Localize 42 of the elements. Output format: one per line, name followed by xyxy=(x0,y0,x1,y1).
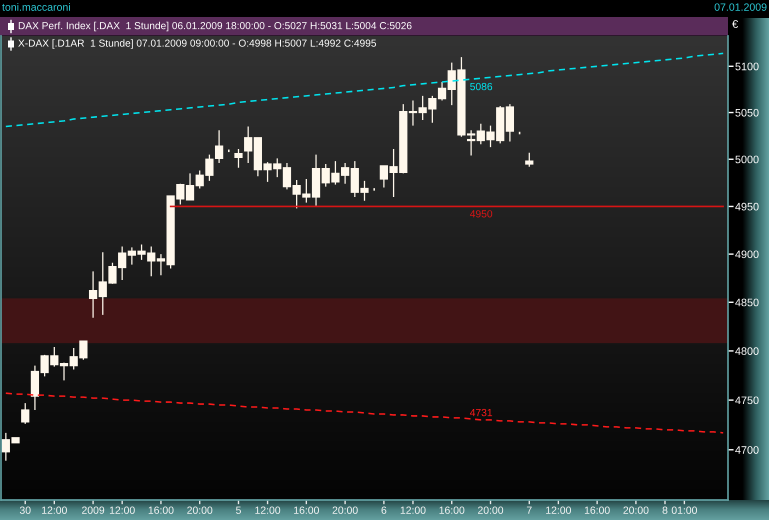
y-axis-title: € xyxy=(732,20,738,28)
x-tick-label: 20:00 xyxy=(478,506,504,514)
x-tick-label: 6 xyxy=(382,506,386,514)
x-tick-label: 16:00 xyxy=(584,506,610,514)
y-tick-label: 4900 xyxy=(735,250,759,258)
y-tick-label: 5000 xyxy=(735,156,759,164)
x-tick-label: 20:00 xyxy=(187,506,212,514)
x-tick-label: 20:00 xyxy=(623,506,649,514)
x-tick-label: 7 xyxy=(526,506,532,514)
line-series xyxy=(5,392,724,434)
x-tick-label: 01:00 xyxy=(672,506,698,514)
y-tick-label: 5100 xyxy=(735,62,759,70)
data-label: 4950 xyxy=(470,210,492,218)
y-tick-label: 4850 xyxy=(735,298,759,306)
x-tick-label: 20:00 xyxy=(332,506,358,514)
text: toni.maccaroni xyxy=(2,3,70,11)
x-tick-label: 12:00 xyxy=(255,506,280,514)
candlestick xyxy=(525,152,534,168)
y-tick-label: 5050 xyxy=(735,108,759,117)
candlestick xyxy=(234,148,243,168)
x-tick-label: 16:00 xyxy=(440,506,464,514)
x-tick-label: 30 xyxy=(20,506,31,514)
chart-subtitle: X-DAX [.D1AR 1 Stunde] 07.01.2009 09:00:00 - O:4998 H:5007 L:4992 C:4995 xyxy=(18,39,376,49)
x-tick-label: 16:00 xyxy=(148,506,174,514)
data-label: 4731 xyxy=(470,408,492,416)
candlestick xyxy=(21,402,30,425)
y-tick-label: 4950 xyxy=(735,202,759,210)
chart-title: DAX Perf. Index [.DAX 1 Stunde] 06.01.2009 18:00:00 - O:5027 H:5031 L:5004 C:5026 xyxy=(18,22,412,32)
x-tick-label: 12:00 xyxy=(400,506,426,514)
x-tick-label: 2009 xyxy=(82,506,104,514)
x-tick-label: 12:00 xyxy=(42,506,67,514)
x-tick-label: 5 xyxy=(236,506,241,514)
line-series xyxy=(5,52,724,128)
y-tick-label: 4800 xyxy=(735,347,759,355)
y-tick-label: 4750 xyxy=(735,396,759,404)
x-tick-label: 12:00 xyxy=(110,506,135,514)
y-tick-label: 4700 xyxy=(735,446,759,454)
x-tick-label: 16:00 xyxy=(294,506,319,514)
data-label: 5086 xyxy=(470,82,492,90)
x-tick-label: 8 xyxy=(662,506,668,514)
text: 07.01.2009 xyxy=(714,3,767,11)
x-tick-label: 12:00 xyxy=(546,506,571,514)
